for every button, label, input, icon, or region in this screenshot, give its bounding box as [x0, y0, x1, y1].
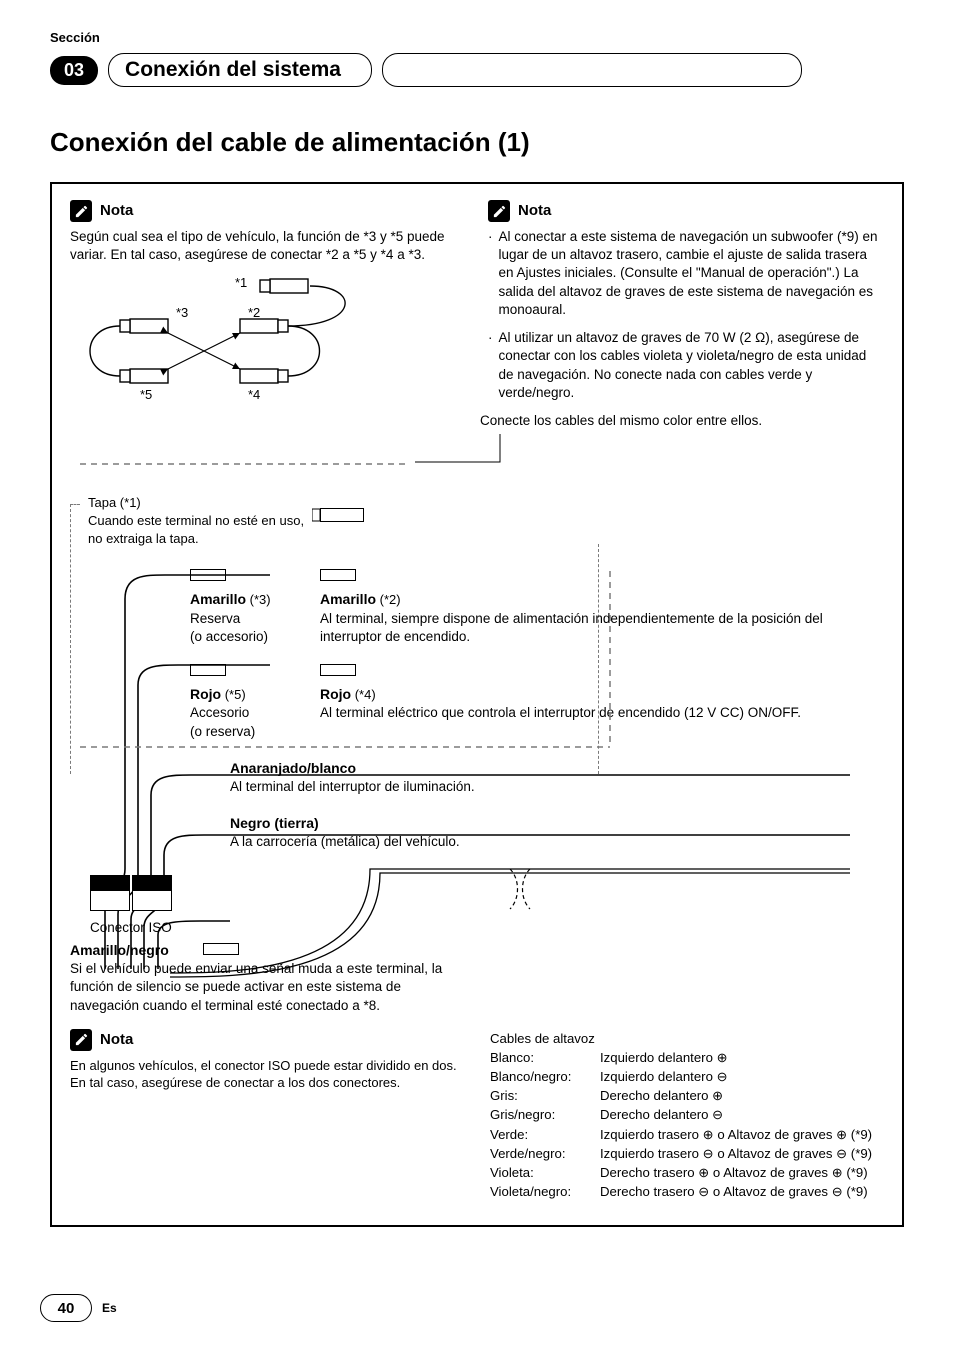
label-m1: *1: [235, 274, 247, 292]
speaker-row: Blanco:Izquierdo delantero ⊕: [490, 1048, 872, 1067]
connector-icon: [190, 664, 226, 676]
speaker-row: Verde:Izquierdo trasero ⊕ o Altavoz de g…: [490, 1125, 872, 1144]
speaker-desc: Derecho trasero ⊕ o Altavoz de graves ⊕ …: [600, 1163, 868, 1182]
tapa-row: Tapa (*1) Cuando este terminal no esté e…: [70, 494, 884, 547]
nota-label: Nota: [100, 201, 133, 221]
amarillo2-title: Amarillo: [320, 591, 376, 607]
rojo5-suffix: (*5): [221, 687, 246, 702]
iso-connector-icon: [90, 875, 130, 911]
naranja-body: Al terminal del interruptor de iluminaci…: [230, 778, 884, 796]
empty-pill: [382, 53, 802, 87]
left-column: Nota Según cual sea el tipo de vehículo,…: [70, 200, 466, 464]
nota-iso-block: Nota En algunos vehículos, el conector I…: [70, 1029, 460, 1201]
nota-left-text: Según cual sea el tipo de vehículo, la f…: [70, 228, 466, 264]
speaker-color: Violeta/negro:: [490, 1182, 600, 1201]
nota-right-1-text: Al conectar a este sistema de navegación…: [499, 228, 885, 319]
amarillo2-body: Al terminal, siempre dispone de alimenta…: [320, 611, 823, 644]
speaker-desc: Derecho delantero ⊖: [600, 1105, 723, 1124]
header-row: 03 Conexión del sistema: [50, 53, 904, 87]
wire-row-naranja: Anaranjado/blanco Al terminal del interr…: [70, 759, 884, 796]
speaker-row: Gris:Derecho delantero ⊕: [490, 1086, 872, 1105]
rojo4-suffix: (*4): [351, 687, 376, 702]
main-content-box: Nota Según cual sea el tipo de vehículo,…: [50, 182, 904, 1227]
speaker-color: Gris/negro:: [490, 1105, 600, 1124]
speaker-cable-table: Cables de altavoz Blanco:Izquierdo delan…: [490, 1029, 872, 1201]
label-m4: *4: [248, 386, 260, 404]
label-m2: *2: [248, 304, 260, 322]
iso-connector-row: Conector ISO: [70, 869, 884, 939]
section-label: Sección: [50, 30, 904, 45]
pencil-icon: [70, 200, 92, 222]
speaker-desc: Derecho trasero ⊖ o Altavoz de graves ⊖ …: [600, 1182, 868, 1201]
naranja-title: Anaranjado/blanco: [230, 759, 884, 778]
rojo5-l1: Accesorio: [190, 705, 249, 720]
iso-label: Conector ISO: [90, 919, 172, 937]
speaker-row: Violeta:Derecho trasero ⊕ o Altavoz de g…: [490, 1163, 872, 1182]
nota-heading-right: Nota: [488, 200, 884, 222]
tapa-body: Cuando este terminal no esté en uso, no …: [88, 512, 320, 547]
amneg-body: Si el vehículo puede enviar una señal mu…: [70, 960, 460, 1015]
amarillo3-suffix: (*3): [246, 592, 271, 607]
label-m5: *5: [140, 386, 152, 404]
speaker-row: Gris/negro:Derecho delantero ⊖: [490, 1105, 872, 1124]
nota-label: Nota: [518, 201, 551, 221]
pencil-icon: [70, 1029, 92, 1051]
speaker-color: Gris:: [490, 1086, 600, 1105]
rojo4-body: Al terminal eléctrico que controla el in…: [320, 705, 801, 720]
connector-icon: [190, 569, 226, 581]
speaker-desc: Izquierdo trasero ⊕ o Altavoz de graves …: [600, 1125, 872, 1144]
footer: 40 Es: [40, 1294, 117, 1322]
nota-right-1: ·Al conectar a este sistema de navegació…: [488, 228, 884, 319]
nota-label: Nota: [100, 1030, 133, 1050]
tapa-title: Tapa (*1): [88, 494, 320, 512]
speaker-color: Violeta:: [490, 1163, 600, 1182]
label-m3: *3: [176, 304, 188, 322]
amarillo2-suffix: (*2): [376, 592, 401, 607]
speaker-desc: Izquierdo delantero ⊕: [600, 1048, 728, 1067]
negro-body: A la carrocería (metálica) del vehículo.: [230, 833, 884, 851]
connector-icon: [320, 664, 356, 676]
amarillo3-l1: Reserva: [190, 611, 240, 626]
iso-connector-icon: [132, 875, 172, 911]
language-code: Es: [102, 1301, 117, 1315]
speaker-header: Cables de altavoz: [490, 1029, 872, 1048]
section-number-badge: 03: [50, 56, 98, 85]
nota-right-2-text: Al utilizar un altavoz de graves de 70 W…: [499, 329, 885, 402]
amarillo3-title: Amarillo: [190, 591, 246, 607]
nota-heading-left: Nota: [70, 200, 466, 222]
rojo5-l2: (o reserva): [190, 724, 255, 739]
page-title: Conexión del cable de alimentación (1): [50, 127, 904, 158]
wire-row-amarillo: Amarillo (*3) Reserva (o accesorio) Amar…: [70, 569, 884, 646]
speaker-desc: Izquierdo trasero ⊖ o Altavoz de graves …: [600, 1144, 872, 1163]
amneg-title: Amarillo/negro: [70, 942, 169, 958]
nota-iso-text: En algunos vehículos, el conector ISO pu…: [70, 1057, 460, 1092]
amarillo3-l2: (o accesorio): [190, 629, 268, 644]
wire-row-amarillo-negro: Amarillo/negro Si el vehículo puede envi…: [70, 941, 884, 1015]
page-number: 40: [40, 1294, 92, 1322]
wire-row-negro: Negro (tierra) A la carrocería (metálica…: [70, 814, 884, 851]
speaker-color: Blanco/negro:: [490, 1067, 600, 1086]
connect-same-color-text: Conecte los cables del mismo color entre…: [480, 412, 762, 430]
rojo5-title: Rojo: [190, 686, 221, 702]
speaker-color: Verde:: [490, 1125, 600, 1144]
connector-diagram: *1 *3 *2 *5 *4: [70, 274, 466, 434]
tapa-connector-icon: [320, 508, 364, 522]
negro-title: Negro (tierra): [230, 814, 884, 833]
speaker-color: Verde/negro:: [490, 1144, 600, 1163]
speaker-row: Violeta/negro:Derecho trasero ⊖ o Altavo…: [490, 1182, 872, 1201]
nota-right-2: ·Al utilizar un altavoz de graves de 70 …: [488, 329, 884, 402]
speaker-row: Blanco/negro:Izquierdo delantero ⊖: [490, 1067, 872, 1086]
speaker-color: Blanco:: [490, 1048, 600, 1067]
connector-icon: [203, 943, 239, 955]
pencil-icon: [488, 200, 510, 222]
wire-row-rojo: Rojo (*5) Accesorio (o reserva) Rojo (*4…: [70, 664, 884, 741]
speaker-desc: Izquierdo delantero ⊖: [600, 1067, 728, 1086]
speaker-row: Verde/negro:Izquierdo trasero ⊖ o Altavo…: [490, 1144, 872, 1163]
chapter-title-pill: Conexión del sistema: [108, 53, 372, 87]
speaker-desc: Derecho delantero ⊕: [600, 1086, 723, 1105]
rojo4-title: Rojo: [320, 686, 351, 702]
connector-icon: [320, 569, 356, 581]
